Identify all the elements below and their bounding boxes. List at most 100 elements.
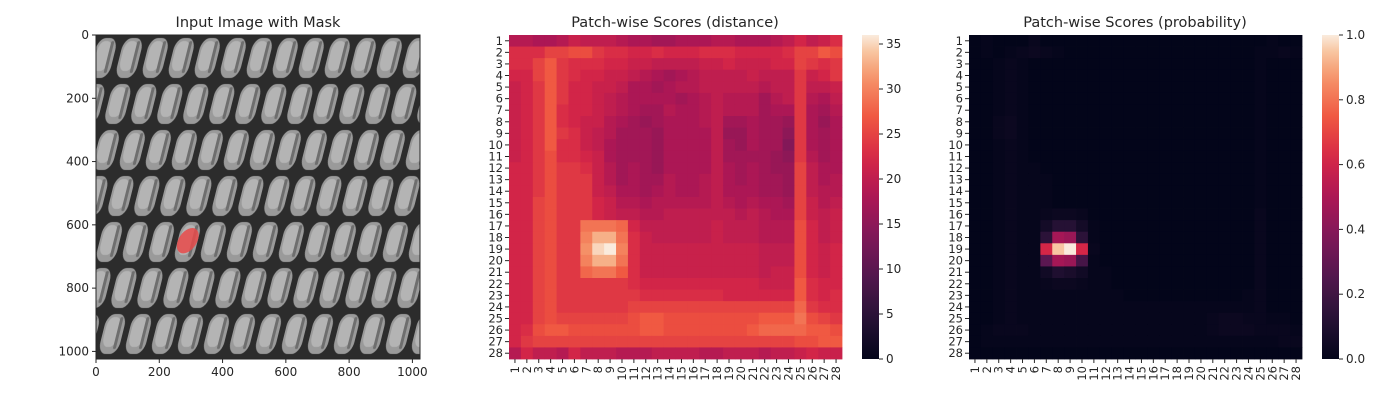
heatmap-cell	[663, 81, 676, 94]
heatmap-cell	[544, 231, 557, 244]
heatmap-cell	[711, 127, 724, 140]
heatmap-cell	[604, 266, 617, 279]
heatmap-cell	[770, 185, 783, 198]
heatmap-cell	[1099, 347, 1113, 360]
heatmap-cell	[568, 58, 581, 71]
heatmap-cell	[1171, 231, 1184, 244]
heatmap-cell	[1016, 278, 1029, 290]
heatmap-cell	[687, 150, 700, 163]
heatmap-cell	[1004, 127, 1017, 140]
heatmap-cell	[830, 208, 843, 221]
heatmap-cell	[627, 185, 641, 198]
heatmap-cell	[992, 162, 1006, 175]
heatmap-cell	[830, 81, 843, 94]
heatmap-cell	[616, 197, 629, 209]
heatmap-cell	[1266, 231, 1279, 244]
heatmap-cell	[1254, 278, 1267, 290]
heatmap-cell	[969, 231, 982, 244]
heatmap-cell	[639, 162, 653, 175]
heatmap-cell	[1052, 35, 1065, 47]
heatmap-cell	[794, 58, 807, 71]
heatmap-cell	[1064, 81, 1077, 94]
heatmap-cell	[1147, 197, 1160, 209]
col-tick-label: 19	[1182, 366, 1196, 381]
heatmap-cell	[734, 81, 748, 94]
heatmap-cell	[1218, 173, 1232, 186]
heatmap-cell	[509, 243, 522, 256]
heatmap-cell	[592, 58, 605, 71]
heatmap-cell	[544, 185, 557, 198]
heatmap-cell	[1040, 35, 1053, 47]
heatmap-cell	[1111, 231, 1124, 244]
heatmap-cell	[520, 185, 534, 198]
heatmap-cell	[627, 266, 641, 279]
heatmap-cell	[992, 104, 1006, 117]
row-tick-label: 24	[488, 300, 503, 314]
heatmap-cell	[770, 243, 783, 256]
heatmap-cell	[1290, 312, 1303, 325]
heatmap-cell	[711, 243, 724, 256]
heatmap-cell	[794, 324, 807, 337]
heatmap-cell	[980, 312, 994, 325]
heatmap-cell	[1230, 185, 1243, 198]
heatmap-cell	[616, 185, 629, 198]
heatmap-cell	[1004, 35, 1017, 47]
heatmap-cell	[604, 104, 617, 117]
heatmap-cell	[758, 324, 772, 337]
heatmap-cell	[734, 220, 748, 233]
heatmap-cell	[734, 46, 748, 59]
heatmap-cell	[1076, 289, 1089, 302]
heatmap-cell	[568, 162, 581, 175]
heatmap-cell	[1135, 139, 1148, 152]
heatmap-cell	[1016, 127, 1029, 140]
heatmap-cell	[1230, 197, 1243, 209]
heatmap-cell	[687, 127, 700, 140]
heatmap-cell	[509, 347, 522, 360]
heatmap-cell	[639, 104, 653, 117]
heatmap-cell	[1266, 312, 1279, 325]
heatmap-cell	[1194, 208, 1208, 221]
heatmap-cell	[616, 231, 629, 244]
heatmap-cell	[687, 162, 700, 175]
heatmap-cell	[509, 197, 522, 209]
heatmap-cell	[980, 185, 994, 198]
heatmap-cell	[1135, 92, 1148, 105]
heatmap-cell	[544, 243, 557, 256]
heatmap-cell	[1135, 162, 1148, 175]
heatmap-cell	[568, 231, 581, 244]
heatmap-cell	[723, 347, 736, 360]
heatmap-cell	[663, 243, 676, 256]
heatmap-cell	[675, 104, 688, 117]
heatmap-cell	[1135, 289, 1148, 302]
heatmap-cell	[1218, 347, 1232, 360]
heatmap-cell	[1064, 46, 1077, 59]
heatmap-cell	[580, 243, 593, 256]
heatmap-cell	[969, 301, 982, 314]
heatmap-cell	[580, 347, 593, 360]
heatmap-cell	[532, 278, 546, 290]
heatmap-cell	[1123, 104, 1136, 117]
heatmap-cell	[663, 162, 676, 175]
heatmap-cell	[1278, 69, 1291, 82]
heatmap-cell	[675, 150, 688, 163]
heatmap-cell	[616, 173, 629, 186]
heatmap-cell	[1230, 58, 1243, 71]
heatmap-cell	[1242, 150, 1255, 163]
heatmap-cell	[639, 312, 653, 325]
heatmap-cell	[1099, 220, 1113, 233]
heatmap-cell	[699, 208, 712, 221]
heatmap-cell	[969, 278, 982, 290]
heatmap-cell	[1135, 347, 1148, 360]
heatmap-cell	[1278, 92, 1291, 105]
heatmap-cell	[1171, 335, 1184, 348]
heatmap-cell	[651, 58, 664, 71]
heatmap-cell	[746, 266, 760, 279]
row-tick-label: 10	[948, 138, 963, 152]
heatmap-cell	[830, 335, 843, 348]
heatmap-cell	[1278, 254, 1291, 267]
heatmap-cell	[1028, 162, 1041, 175]
input-image-title: Input Image with Mask	[176, 15, 341, 31]
heatmap-cell	[1290, 150, 1303, 163]
heatmap-cell	[818, 139, 831, 152]
heatmap-cell	[699, 254, 712, 267]
